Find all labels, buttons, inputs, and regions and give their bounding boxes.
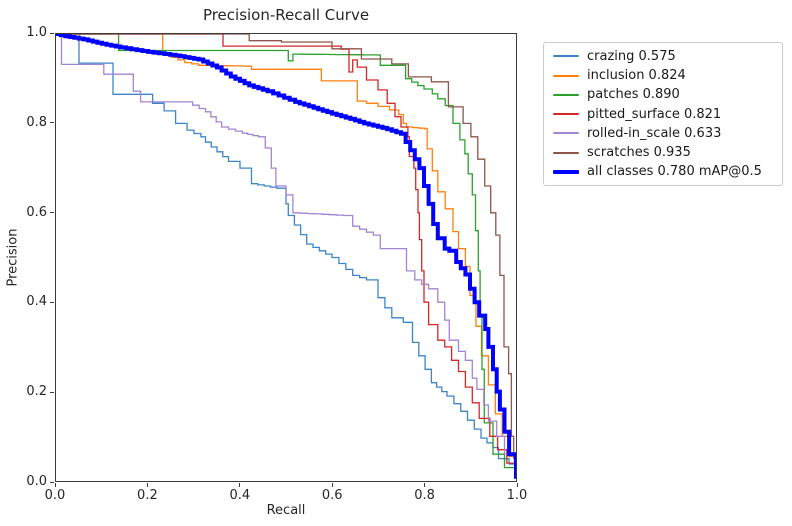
legend-label: scratches 0.935 — [587, 145, 691, 160]
legend-label: inclusion 0.824 — [587, 68, 686, 83]
x-tick-label: 0.0 — [44, 488, 66, 503]
curve-scratches — [56, 34, 516, 477]
y-tick-label: 0.0 — [26, 474, 47, 489]
chart-title: Precision-Recall Curve — [202, 6, 370, 24]
legend-label: all classes 0.780 mAP@0.5 — [587, 164, 762, 180]
plot-svg — [56, 34, 516, 479]
y-tick-mark — [50, 481, 54, 483]
legend-line-swatch — [553, 151, 579, 154]
x-tick-label: 0.4 — [229, 488, 251, 503]
legend: crazing 0.575 inclusion 0.824 patches 0.89… — [543, 42, 783, 186]
x-tick-mark — [54, 483, 56, 487]
legend-label: rolled-in_scale 0.633 — [587, 125, 722, 141]
x-tick-mark — [146, 483, 148, 487]
legend-line-swatch — [553, 132, 579, 135]
legend-item-scratches: scratches 0.935 — [544, 144, 782, 162]
legend-line-swatch — [553, 55, 579, 58]
y-tick-label: 0.2 — [26, 384, 47, 400]
curve-all_classes — [56, 34, 516, 479]
y-tick-mark — [50, 32, 54, 34]
x-tick-mark — [424, 483, 426, 487]
curve-inclusion — [56, 34, 516, 477]
y-tick-label: 0.8 — [26, 114, 47, 130]
legend-item-pitted_surface: pitted_surface 0.821 — [544, 105, 782, 123]
x-axis-label: Recall — [266, 503, 306, 518]
curve-pitted_surface — [56, 34, 516, 477]
x-tick-mark — [516, 483, 518, 487]
legend-line-swatch — [553, 113, 579, 115]
x-tick-mark — [239, 483, 241, 487]
legend-item-all_classes: all classes 0.780 mAP@0.5 — [544, 163, 782, 181]
y-tick-mark — [50, 212, 54, 214]
x-tick-label: 0.2 — [137, 488, 158, 503]
legend-item-crazing: crazing 0.575 — [544, 47, 782, 65]
x-tick-label: 1.0 — [506, 488, 528, 503]
legend-item-rolled-in_scale: rolled-in_scale 0.633 — [544, 124, 782, 142]
legend-line-swatch — [553, 169, 579, 174]
y-tick-mark — [50, 391, 54, 393]
legend-label: crazing 0.575 — [587, 48, 676, 64]
x-tick-label: 0.6 — [321, 488, 343, 503]
legend-item-patches: patches 0.890 — [544, 86, 782, 104]
plot-area — [55, 33, 517, 482]
y-tick-label: 0.4 — [26, 294, 47, 310]
y-tick-mark — [50, 122, 54, 124]
legend-label: patches 0.890 — [587, 87, 680, 103]
x-tick-label: 0.8 — [414, 488, 435, 503]
curve-crazing — [56, 34, 516, 479]
legend-line-swatch — [553, 93, 579, 96]
legend-item-inclusion: inclusion 0.824 — [544, 67, 782, 85]
y-tick-mark — [50, 301, 54, 303]
curve-rolled-in_scale — [56, 34, 516, 479]
legend-line-swatch — [553, 74, 579, 77]
y-tick-label: 1.0 — [26, 25, 47, 40]
curve-patches — [56, 34, 516, 479]
x-tick-mark — [331, 483, 333, 487]
legend-label: pitted_surface 0.821 — [587, 106, 722, 122]
y-tick-label: 0.6 — [26, 204, 47, 220]
